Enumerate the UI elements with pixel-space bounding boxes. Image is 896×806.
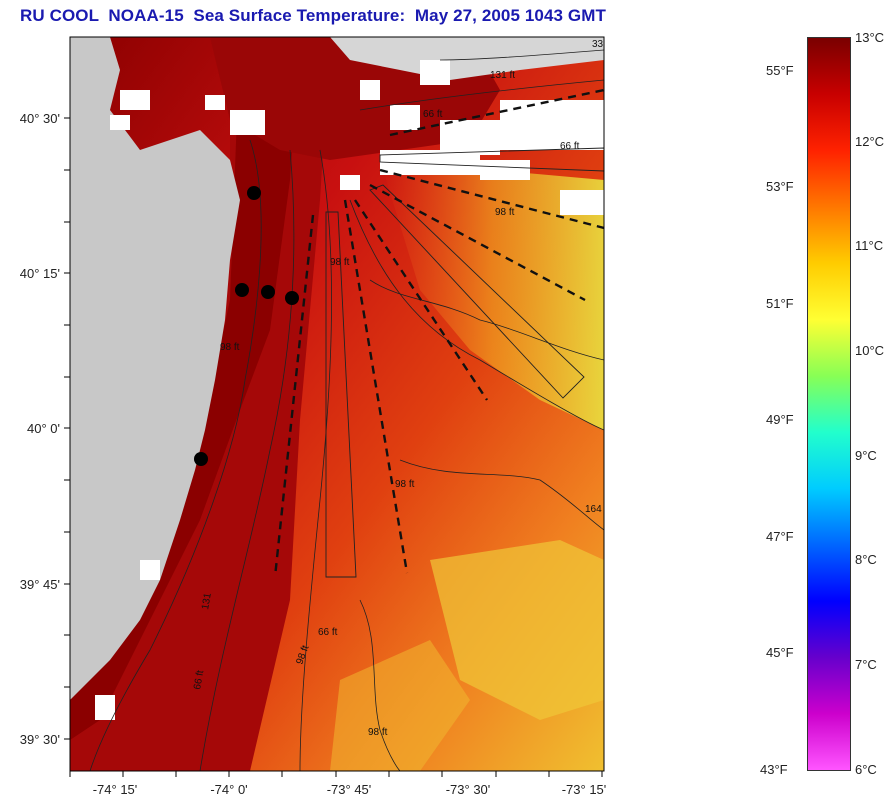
contour-label: 66 ft	[560, 141, 580, 152]
inner-shelf-dark	[70, 37, 300, 740]
colorbar-celsius-label: 6°C	[855, 762, 877, 777]
lat-label: 39° 45'	[20, 577, 60, 592]
colorbar-fahrenheit-label: 53°F	[766, 179, 794, 194]
contour-label: 66 ft	[423, 109, 443, 120]
lon-label: -74° 0'	[210, 782, 247, 797]
station-marker	[235, 283, 249, 297]
colorbar-fahrenheit-label: 43°F	[760, 762, 788, 777]
survey-boxes	[325, 147, 604, 578]
contour-label: 98 ft	[330, 257, 350, 268]
colorbar-fahrenheit-label: 49°F	[766, 412, 794, 427]
colorbar-celsius-label: 10°C	[855, 343, 885, 358]
contour-label: 131	[200, 592, 214, 611]
lat-label: 40° 30'	[20, 111, 60, 126]
contour-labels: 66 ft 131 ft 98 ft 66 ft 98 ft 98 ft 66 …	[192, 39, 603, 738]
bathymetry-contours	[89, 49, 604, 771]
colorbar-fahrenheit-label: 55°F	[766, 63, 794, 78]
contour-label: 98 ft	[395, 479, 415, 490]
lat-label: 40° 0'	[27, 421, 60, 436]
lon-label: -73° 45'	[327, 782, 372, 797]
south-yellow-patch	[330, 640, 470, 771]
axis-ticks	[64, 117, 603, 777]
colorbar-celsius-label: 11°C	[855, 238, 884, 253]
station-marker	[261, 285, 275, 299]
map-title: RU COOL NOAA-15 Sea Surface Temperature:…	[20, 6, 606, 25]
lat-label: 39° 30'	[20, 732, 60, 747]
colorbar-celsius-label: 9°C	[855, 448, 877, 463]
station-marker	[247, 186, 261, 200]
latitude-labels: 40° 30' 40° 15' 40° 0' 39° 45' 39° 30'	[20, 111, 60, 747]
long-island-land	[330, 37, 604, 80]
colorbar-fahrenheit-label: 47°F	[766, 529, 794, 544]
colorbar-fahrenheit-label: 45°F	[766, 645, 794, 660]
contour-label: 98 ft	[220, 342, 240, 353]
station-marker	[194, 452, 208, 466]
map-frame-ticks	[69, 36, 605, 772]
lon-label: -73° 15'	[562, 782, 607, 797]
temperature-colorbar	[807, 37, 851, 771]
station-markers	[194, 186, 299, 466]
lon-label: -73° 30'	[446, 782, 491, 797]
lat-label: 40° 15'	[20, 266, 60, 281]
colorbar-fahrenheit-label: 51°F	[766, 296, 794, 311]
contour-label: 66 ft	[318, 627, 338, 638]
contour-label: 33	[592, 39, 604, 50]
colorbar-celsius-label: 8°C	[855, 552, 877, 567]
lon-label: -74° 15'	[93, 782, 138, 797]
contour-label: 98 ft	[495, 207, 515, 218]
new-jersey-land	[70, 37, 240, 700]
contour-label: 66 ft	[192, 669, 206, 690]
contour-label: 98 ft	[368, 727, 388, 738]
southeast-yellow-patch	[430, 540, 604, 720]
longitude-labels: -74° 15' -74° 0' -73° 45' -73° 30' -73° …	[93, 782, 607, 797]
map-frame	[69, 36, 605, 772]
colorbar-celsius-label: 7°C	[855, 657, 877, 672]
colorbar-celsius-label: 12°C	[855, 134, 885, 149]
contour-label: 164	[585, 504, 602, 515]
contour-label: 131 ft	[490, 70, 515, 81]
offshore-yellow-patch	[380, 160, 604, 430]
colorbar-celsius-label: 13°C	[855, 30, 885, 45]
dashed-transects	[273, 88, 604, 578]
station-marker	[285, 291, 299, 305]
